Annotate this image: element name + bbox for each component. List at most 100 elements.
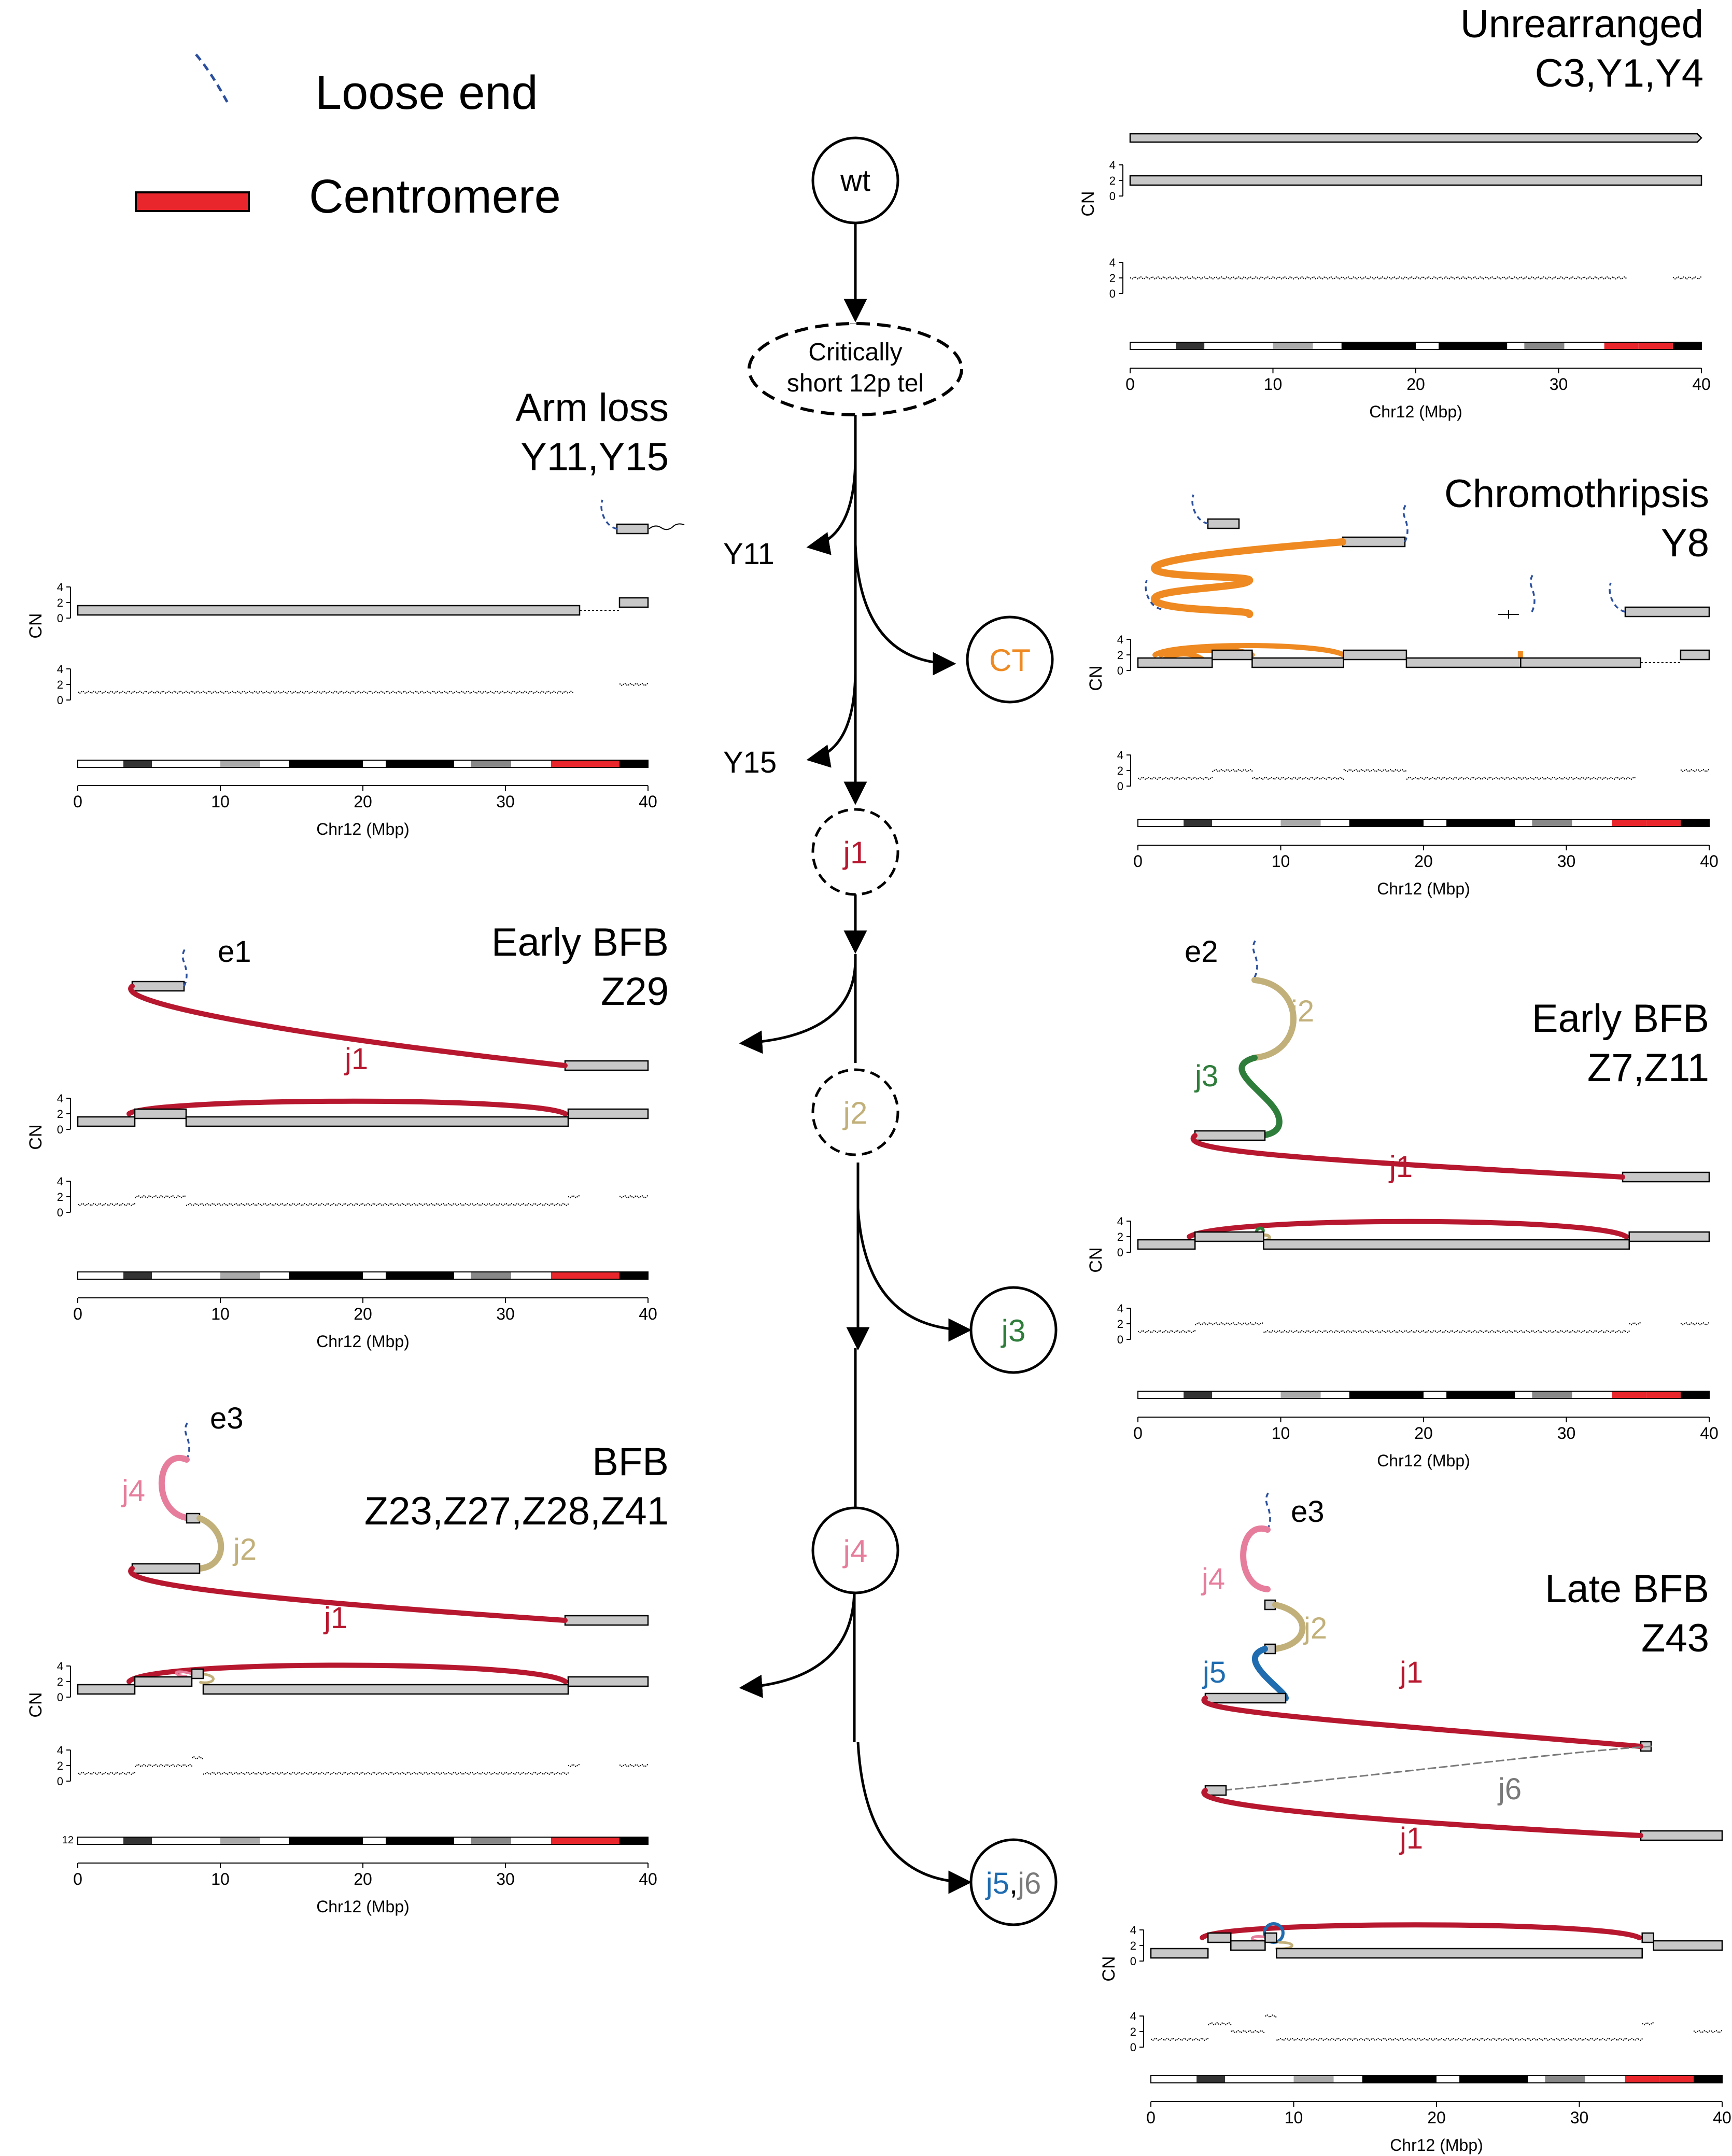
read-depth-track <box>78 1756 648 1775</box>
j3-curve <box>1238 1055 1283 1139</box>
j5-label: j5 <box>1202 1656 1226 1689</box>
cn-y-tick-label: 4 <box>57 581 63 594</box>
cn-segment <box>1150 1948 1209 1959</box>
bfb-fragment <box>564 1060 649 1071</box>
ideogram-band <box>1672 342 1701 349</box>
cn-axis-label: CN <box>1086 1247 1106 1272</box>
x-tick-label: 40 <box>1692 375 1711 394</box>
cn-segment <box>1129 175 1702 186</box>
arm-fragment <box>616 523 649 535</box>
ideogram-band <box>1446 1391 1515 1398</box>
ideogram-band <box>1515 819 1532 827</box>
ideogram-band <box>220 1837 260 1844</box>
rc-y-tick-label: 4 <box>1117 1302 1123 1315</box>
x-tick-label: 40 <box>1700 1424 1719 1443</box>
j1-cn-arc <box>126 1098 568 1116</box>
ideogram-band <box>1151 2076 1197 2083</box>
ct-small-mark <box>1517 651 1523 659</box>
cn-segment <box>1641 1932 1655 1943</box>
x-axis-label: Chr12 (Mbp) <box>316 1897 410 1916</box>
cn-segment <box>567 1108 649 1119</box>
j1a-curve <box>1201 1696 1643 1749</box>
bfb-fragment <box>1622 1171 1710 1183</box>
ideogram-band <box>471 760 511 767</box>
rc-y-tick-label: 2 <box>1109 272 1116 285</box>
cn-y-tick-label: 0 <box>1109 190 1116 203</box>
node-comma-text: , <box>1009 1867 1018 1900</box>
ideogram-band <box>1638 342 1673 349</box>
x-tick-label: 40 <box>639 1305 657 1323</box>
ideogram-band <box>386 760 454 767</box>
j4-cn-loop <box>175 1670 193 1678</box>
ideogram-band <box>1280 1391 1321 1398</box>
x-tick-label: 30 <box>496 1870 515 1888</box>
cn-segment <box>1263 1239 1630 1250</box>
x-tick-label: 20 <box>1414 1424 1433 1443</box>
cn-segment <box>1194 1231 1264 1242</box>
rc-y-tick-label: 4 <box>57 1175 63 1188</box>
ideogram-band <box>260 1272 289 1279</box>
ideogram-band <box>220 1272 260 1279</box>
rc-y-tick-label: 4 <box>1109 256 1116 269</box>
cn-segment <box>567 1676 649 1687</box>
cn-y-tick-label: 2 <box>57 596 63 609</box>
cn-y-tick-label: 2 <box>1117 649 1123 662</box>
node-j2-label: j2 <box>842 1096 868 1130</box>
centromere-swatch <box>135 191 250 212</box>
branch-y11-label: Y11 <box>723 537 775 571</box>
x-tick-label: 30 <box>496 1305 515 1323</box>
cn-segment <box>1653 1940 1723 1951</box>
x-tick-label: 0 <box>1146 2108 1156 2127</box>
ideogram-band <box>1176 342 1205 349</box>
ideogram-band <box>585 760 619 767</box>
x-axis-label: Chr12 (Mbp) <box>316 820 410 838</box>
cn-segment <box>1207 1932 1232 1943</box>
cn-segment <box>1212 649 1253 661</box>
ideogram-band <box>123 1837 152 1844</box>
node-j2 <box>811 1068 899 1156</box>
ideogram-outline <box>1137 819 1710 827</box>
cn-y-tick-label: 2 <box>57 1675 63 1688</box>
j1-label: j1 <box>344 1042 368 1076</box>
ideogram-band <box>1437 2076 1460 2083</box>
ct-loose-end-5 <box>1529 574 1536 612</box>
ideogram-band <box>152 760 220 767</box>
ideogram-band <box>1585 2076 1625 2083</box>
ideogram-band <box>1604 342 1639 349</box>
cn-segment <box>1628 1231 1710 1242</box>
ideogram-band <box>123 1272 152 1279</box>
ideogram-band <box>1612 1391 1646 1398</box>
ideogram-band <box>1545 2076 1585 2083</box>
panel-title-line2: Z43 <box>1641 1616 1709 1660</box>
loose-end-icon <box>195 53 230 105</box>
cn-segment <box>191 1668 204 1679</box>
ideogram-band <box>1532 819 1572 827</box>
rc-y-tick-label: 4 <box>57 663 63 676</box>
cn-y-tick-label: 2 <box>57 1108 63 1121</box>
ct-loose-end-3 <box>1609 582 1626 613</box>
node-critical-line1: Critically <box>808 339 902 366</box>
ideogram-band <box>551 1272 585 1279</box>
ideogram-band <box>551 760 585 767</box>
ideogram-band <box>1446 819 1515 827</box>
ideogram-band <box>1349 1391 1424 1398</box>
panel-title-line1: Arm loss <box>515 386 669 430</box>
rc-y-tick-label: 0 <box>1109 287 1116 300</box>
cn-y-tick-label: 0 <box>1130 1955 1136 1968</box>
ideogram-band <box>123 760 152 767</box>
x-tick-label: 30 <box>1557 852 1576 871</box>
ideogram-band <box>1341 342 1416 349</box>
j2-curve <box>196 1515 224 1572</box>
ideogram-band <box>1416 342 1439 349</box>
arm-loose-end <box>600 499 617 530</box>
ideogram-band <box>1225 2076 1294 2083</box>
x-tick-label: 10 <box>211 792 230 811</box>
x-tick-label: 10 <box>1285 2108 1303 2127</box>
panel-title-line1: BFB <box>592 1440 669 1484</box>
rc-y-tick-label: 0 <box>1130 2041 1136 2054</box>
ideogram-band <box>1212 819 1281 827</box>
cn-y-tick-label: 4 <box>1117 1215 1123 1228</box>
